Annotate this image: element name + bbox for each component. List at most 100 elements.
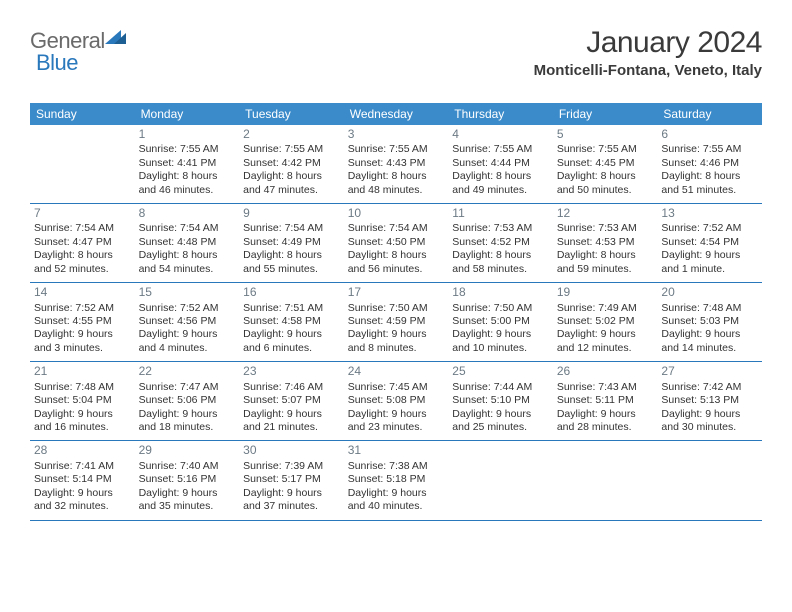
daylight-line: Daylight: 9 hours bbox=[348, 328, 445, 341]
logo-blue-row: Blue bbox=[36, 48, 78, 76]
daylight-line: and 28 minutes. bbox=[557, 421, 654, 434]
dow-wednesday: Wednesday bbox=[344, 103, 449, 125]
sunset-line: Sunset: 5:08 PM bbox=[348, 394, 445, 407]
day-number: 9 bbox=[243, 206, 340, 221]
sunset-line: Sunset: 4:47 PM bbox=[34, 236, 131, 249]
daylight-line: and 37 minutes. bbox=[243, 500, 340, 513]
day-number: 17 bbox=[348, 285, 445, 300]
calendar-day-cell: 7Sunrise: 7:54 AMSunset: 4:47 PMDaylight… bbox=[30, 204, 135, 282]
sunset-line: Sunset: 5:00 PM bbox=[452, 315, 549, 328]
sunset-line: Sunset: 4:41 PM bbox=[139, 157, 236, 170]
daylight-line: and 48 minutes. bbox=[348, 184, 445, 197]
day-number: 28 bbox=[34, 443, 131, 458]
calendar-grid: Sunday Monday Tuesday Wednesday Thursday… bbox=[30, 103, 762, 521]
daylight-line: Daylight: 9 hours bbox=[243, 328, 340, 341]
daylight-line: Daylight: 9 hours bbox=[452, 328, 549, 341]
calendar-day-cell: 20Sunrise: 7:48 AMSunset: 5:03 PMDayligh… bbox=[657, 283, 762, 361]
daylight-line: and 4 minutes. bbox=[139, 342, 236, 355]
sunrise-line: Sunrise: 7:48 AM bbox=[34, 381, 131, 394]
daylight-line: Daylight: 9 hours bbox=[34, 328, 131, 341]
day-number: 15 bbox=[139, 285, 236, 300]
sunset-line: Sunset: 4:59 PM bbox=[348, 315, 445, 328]
sunset-line: Sunset: 5:06 PM bbox=[139, 394, 236, 407]
daylight-line: Daylight: 9 hours bbox=[139, 487, 236, 500]
daylight-line: Daylight: 9 hours bbox=[557, 328, 654, 341]
day-number: 18 bbox=[452, 285, 549, 300]
sunrise-line: Sunrise: 7:51 AM bbox=[243, 302, 340, 315]
calendar-day-cell: 10Sunrise: 7:54 AMSunset: 4:50 PMDayligh… bbox=[344, 204, 449, 282]
sunset-line: Sunset: 4:45 PM bbox=[557, 157, 654, 170]
logo-triangle-icon bbox=[105, 28, 127, 46]
calendar-day-cell: 6Sunrise: 7:55 AMSunset: 4:46 PMDaylight… bbox=[657, 125, 762, 203]
daylight-line: Daylight: 9 hours bbox=[34, 487, 131, 500]
sunset-line: Sunset: 4:58 PM bbox=[243, 315, 340, 328]
sunset-line: Sunset: 5:11 PM bbox=[557, 394, 654, 407]
daylight-line: and 6 minutes. bbox=[243, 342, 340, 355]
daylight-line: and 25 minutes. bbox=[452, 421, 549, 434]
calendar-day-cell: 31Sunrise: 7:38 AMSunset: 5:18 PMDayligh… bbox=[344, 441, 449, 519]
sunrise-line: Sunrise: 7:54 AM bbox=[139, 222, 236, 235]
sunset-line: Sunset: 5:14 PM bbox=[34, 473, 131, 486]
daylight-line: and 40 minutes. bbox=[348, 500, 445, 513]
day-number: 21 bbox=[34, 364, 131, 379]
sunrise-line: Sunrise: 7:43 AM bbox=[557, 381, 654, 394]
sunrise-line: Sunrise: 7:46 AM bbox=[243, 381, 340, 394]
calendar-day-cell bbox=[553, 441, 658, 519]
calendar-day-cell: 23Sunrise: 7:46 AMSunset: 5:07 PMDayligh… bbox=[239, 362, 344, 440]
sunset-line: Sunset: 4:55 PM bbox=[34, 315, 131, 328]
calendar-day-cell: 13Sunrise: 7:52 AMSunset: 4:54 PMDayligh… bbox=[657, 204, 762, 282]
sunrise-line: Sunrise: 7:42 AM bbox=[661, 381, 758, 394]
calendar-day-cell: 2Sunrise: 7:55 AMSunset: 4:42 PMDaylight… bbox=[239, 125, 344, 203]
calendar-day-cell: 1Sunrise: 7:55 AMSunset: 4:41 PMDaylight… bbox=[135, 125, 240, 203]
page-header: General January 2024 Monticelli-Fontana,… bbox=[30, 26, 762, 79]
sunrise-line: Sunrise: 7:55 AM bbox=[557, 143, 654, 156]
daylight-line: Daylight: 9 hours bbox=[661, 249, 758, 262]
sunrise-line: Sunrise: 7:38 AM bbox=[348, 460, 445, 473]
day-number: 12 bbox=[557, 206, 654, 221]
calendar-week: 14Sunrise: 7:52 AMSunset: 4:55 PMDayligh… bbox=[30, 283, 762, 362]
daylight-line: Daylight: 9 hours bbox=[452, 408, 549, 421]
sunrise-line: Sunrise: 7:55 AM bbox=[139, 143, 236, 156]
calendar-day-cell: 5Sunrise: 7:55 AMSunset: 4:45 PMDaylight… bbox=[553, 125, 658, 203]
sunset-line: Sunset: 4:56 PM bbox=[139, 315, 236, 328]
daylight-line: and 3 minutes. bbox=[34, 342, 131, 355]
sunrise-line: Sunrise: 7:55 AM bbox=[452, 143, 549, 156]
sunset-line: Sunset: 4:53 PM bbox=[557, 236, 654, 249]
sunset-line: Sunset: 4:43 PM bbox=[348, 157, 445, 170]
day-number: 24 bbox=[348, 364, 445, 379]
calendar-day-cell: 9Sunrise: 7:54 AMSunset: 4:49 PMDaylight… bbox=[239, 204, 344, 282]
daylight-line: and 10 minutes. bbox=[452, 342, 549, 355]
calendar-day-cell: 27Sunrise: 7:42 AMSunset: 5:13 PMDayligh… bbox=[657, 362, 762, 440]
daylight-line: Daylight: 8 hours bbox=[557, 170, 654, 183]
daylight-line: Daylight: 8 hours bbox=[557, 249, 654, 262]
day-number: 6 bbox=[661, 127, 758, 142]
calendar-day-cell: 21Sunrise: 7:48 AMSunset: 5:04 PMDayligh… bbox=[30, 362, 135, 440]
sunrise-line: Sunrise: 7:41 AM bbox=[34, 460, 131, 473]
sunset-line: Sunset: 5:13 PM bbox=[661, 394, 758, 407]
daylight-line: Daylight: 9 hours bbox=[348, 487, 445, 500]
day-number: 4 bbox=[452, 127, 549, 142]
calendar-day-cell: 16Sunrise: 7:51 AMSunset: 4:58 PMDayligh… bbox=[239, 283, 344, 361]
daylight-line: and 14 minutes. bbox=[661, 342, 758, 355]
day-number: 23 bbox=[243, 364, 340, 379]
day-number: 8 bbox=[139, 206, 236, 221]
calendar-day-cell: 22Sunrise: 7:47 AMSunset: 5:06 PMDayligh… bbox=[135, 362, 240, 440]
calendar-day-cell: 11Sunrise: 7:53 AMSunset: 4:52 PMDayligh… bbox=[448, 204, 553, 282]
calendar-day-cell: 28 Sunrise: 7:41 AMSunset: 5:14 PMDayligh… bbox=[30, 441, 135, 519]
sunrise-line: Sunrise: 7:54 AM bbox=[243, 222, 340, 235]
sunset-line: Sunset: 4:50 PM bbox=[348, 236, 445, 249]
daylight-line: Daylight: 8 hours bbox=[348, 170, 445, 183]
sunset-line: Sunset: 5:17 PM bbox=[243, 473, 340, 486]
day-number: 2 bbox=[243, 127, 340, 142]
sunset-line: Sunset: 4:48 PM bbox=[139, 236, 236, 249]
sunrise-line: Sunrise: 7:55 AM bbox=[243, 143, 340, 156]
day-number: 11 bbox=[452, 206, 549, 221]
day-number: 31 bbox=[348, 443, 445, 458]
calendar-day-cell: 4Sunrise: 7:55 AMSunset: 4:44 PMDaylight… bbox=[448, 125, 553, 203]
sunset-line: Sunset: 4:46 PM bbox=[661, 157, 758, 170]
daylight-line: and 55 minutes. bbox=[243, 263, 340, 276]
day-number: 27 bbox=[661, 364, 758, 379]
calendar-day-cell bbox=[448, 441, 553, 519]
calendar-day-cell: 24Sunrise: 7:45 AMSunset: 5:08 PMDayligh… bbox=[344, 362, 449, 440]
sunset-line: Sunset: 4:49 PM bbox=[243, 236, 340, 249]
